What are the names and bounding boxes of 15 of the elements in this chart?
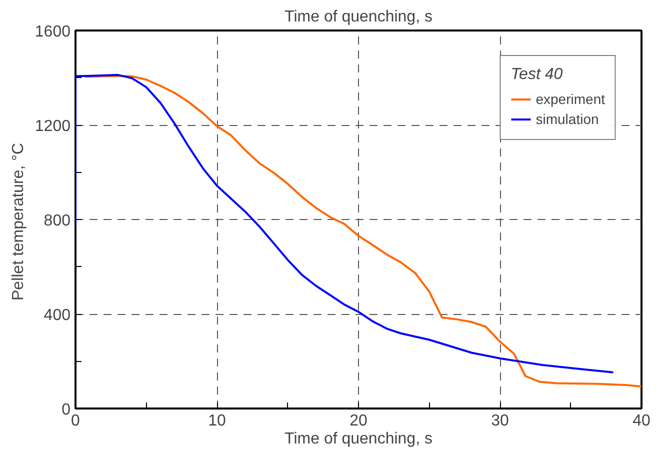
y-tick-label: 1600: [34, 24, 71, 40]
chart-title: Time of quenching, s: [284, 8, 432, 26]
legend-title: Test 40: [510, 66, 564, 84]
x-tick-label: 40: [632, 412, 650, 430]
y-tick-label: 0: [62, 402, 71, 418]
legend-label: simulation: [536, 111, 599, 127]
x-tick-label: 20: [350, 412, 368, 430]
x-tick-label: 30: [491, 412, 509, 430]
x-tick-label: 10: [208, 412, 226, 430]
x-axis-title: Time of quenching, s: [284, 430, 432, 448]
y-axis-title: Pellet temperature, °C: [10, 142, 27, 301]
y-tick-label: 800: [44, 212, 71, 230]
y-tick-label: 400: [44, 307, 71, 324]
legend-label: experiment: [536, 91, 605, 107]
y-tick-label: 1200: [34, 118, 71, 135]
